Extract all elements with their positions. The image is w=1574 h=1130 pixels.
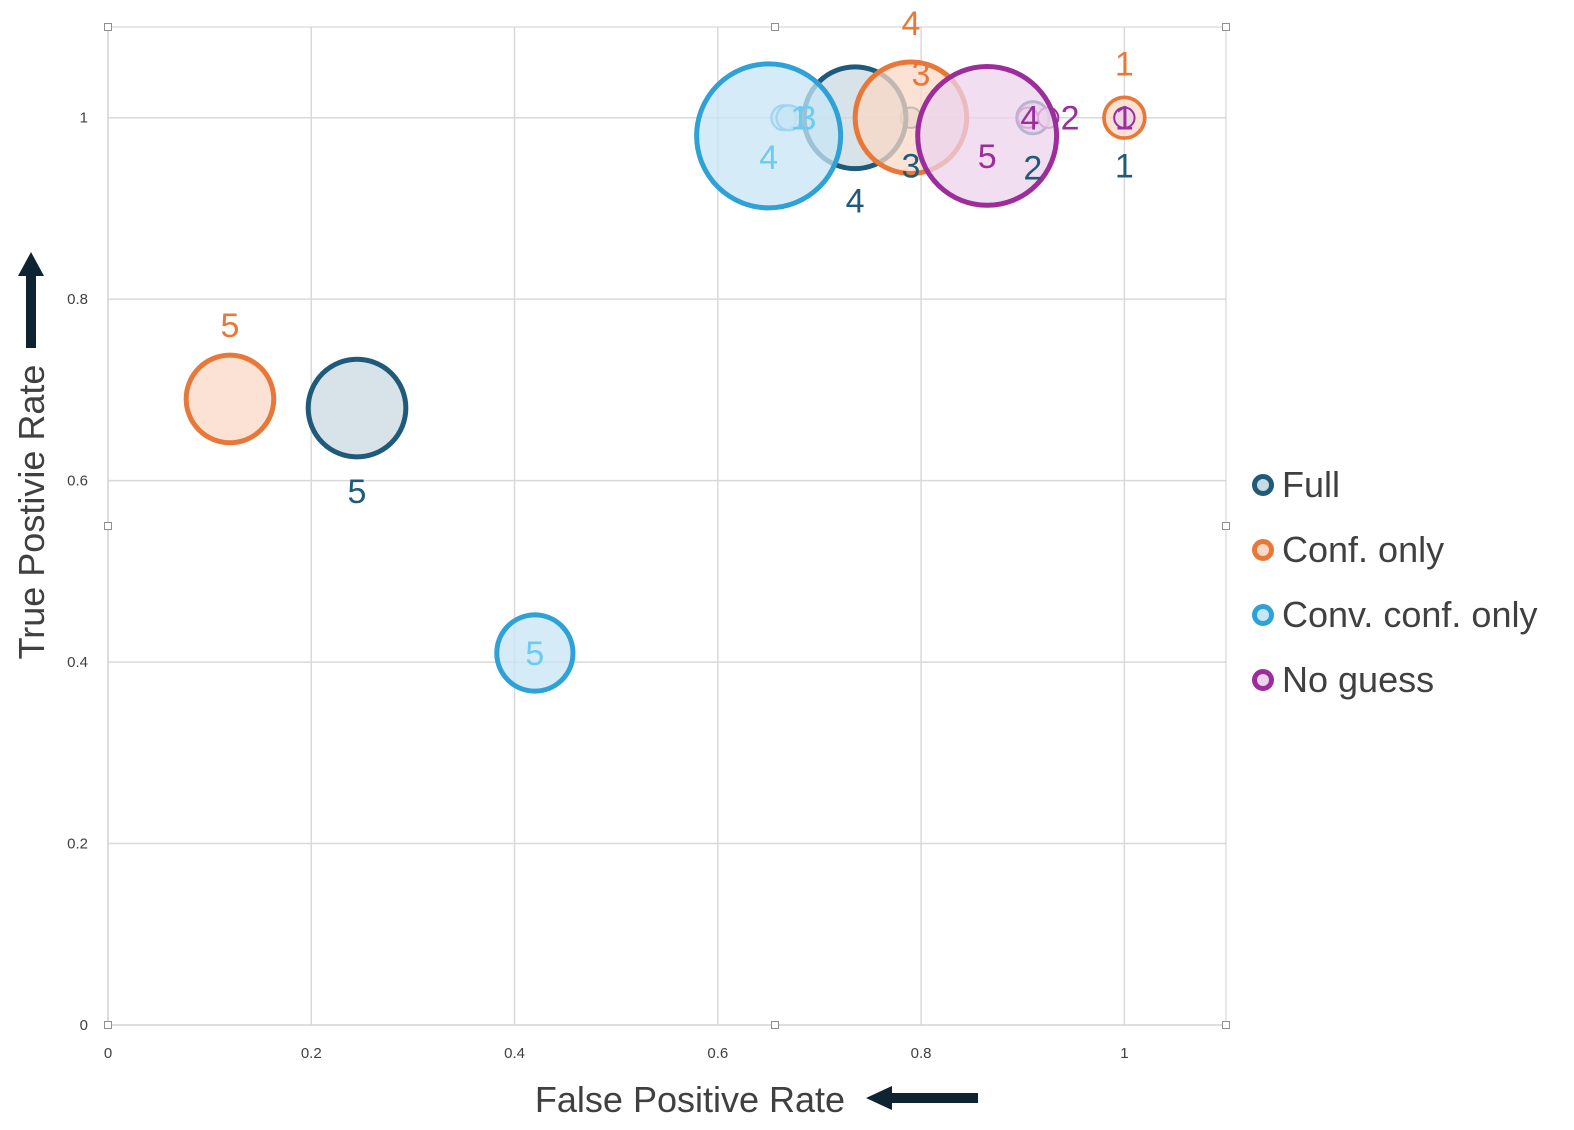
resize-handle[interactable] (104, 23, 112, 31)
plot-area-frame (107, 26, 1227, 1026)
point-label: 4 (846, 183, 865, 221)
x-tick-label: 0 (104, 1045, 112, 1062)
y-tick-label: 0.2 (67, 836, 88, 853)
x-tick-label: 1 (1120, 1045, 1128, 1062)
bubble-no-guess-5[interactable] (915, 63, 1060, 208)
point-label: 5 (348, 473, 367, 511)
bubble-no-guess-1[interactable] (1113, 106, 1136, 129)
point-label: 1 (1115, 148, 1134, 186)
y-axis-title: True Postivie Rate (11, 365, 52, 660)
bubble-conv-conf-only-4[interactable] (694, 61, 844, 211)
legend-label: Conf. only (1282, 528, 1445, 570)
point-label: 1 (1115, 100, 1134, 138)
legend-label: Full (1282, 463, 1341, 505)
bubble-conf-only-5[interactable] (183, 352, 277, 446)
point-label: 4 (901, 5, 920, 43)
x-axis-ticks: 0 0.2 0.4 0.6 0.8 1 (104, 1045, 1129, 1062)
y-tick-label: 0.4 (67, 654, 88, 671)
y-axis-arrow (18, 252, 44, 348)
x-tick-label: 0.2 (301, 1045, 322, 1062)
point-label: 1 (1115, 46, 1134, 84)
legend-label: Conv. conf. only (1282, 593, 1538, 635)
x-axis-title: False Positive Rate (535, 1079, 845, 1120)
y-tick-label: 0 (80, 1017, 88, 1034)
point-label: 3 (911, 56, 930, 94)
x-tick-label: 0.4 (504, 1045, 525, 1062)
legend-item-conv-conf-only[interactable]: Conv. conf. only (1252, 582, 1537, 647)
resize-handle[interactable] (771, 1021, 779, 1029)
point-label: 4 (1020, 100, 1039, 138)
legend-marker-conf-only-icon (1252, 538, 1274, 561)
legend-marker-full-icon (1252, 473, 1274, 496)
y-tick-label: 0.8 (67, 291, 88, 308)
point-label: 2 (1023, 150, 1042, 188)
grid-lines (107, 27, 1226, 1026)
legend-marker-conv-conf-only-icon (1252, 603, 1274, 626)
legend-item-full[interactable]: Full (1252, 452, 1537, 517)
resize-handle[interactable] (1222, 522, 1230, 530)
x-tick-label: 0.6 (707, 1045, 728, 1062)
x-axis-arrow (866, 1086, 978, 1110)
legend: Full Conf. only Conv. conf. only No gues… (1252, 452, 1537, 712)
bubbles (183, 59, 1147, 694)
point-label: 5 (221, 307, 240, 345)
resize-handle[interactable] (104, 1021, 112, 1029)
bubble-conv-conf-only-5[interactable] (494, 612, 576, 694)
legend-marker-no-guess-icon (1252, 668, 1274, 691)
resize-handle[interactable] (771, 23, 779, 31)
selection-handles (104, 23, 1230, 1029)
x-tick-label: 0.8 (911, 1045, 932, 1062)
point-label: 2 (1061, 100, 1080, 138)
legend-item-conf-only[interactable]: Conf. only (1252, 517, 1537, 582)
resize-handle[interactable] (104, 522, 112, 530)
point-label: 5 (978, 138, 997, 176)
y-axis-ticks: 0 0.2 0.4 0.6 0.8 1 (67, 110, 88, 1034)
legend-item-no-guess[interactable]: No guess (1252, 647, 1537, 712)
legend-label: No guess (1282, 658, 1435, 700)
y-tick-label: 1 (80, 110, 88, 127)
point-label: 4 (759, 139, 778, 177)
point-label: 3 (901, 148, 920, 186)
point-label: 5 (525, 635, 544, 673)
resize-handle[interactable] (1222, 23, 1230, 31)
resize-handle[interactable] (1222, 1021, 1230, 1029)
y-tick-label: 0.6 (67, 473, 88, 490)
point-label: 1 (790, 100, 809, 138)
bubble-full-5[interactable] (305, 356, 409, 460)
point-label: 3 (798, 100, 817, 138)
